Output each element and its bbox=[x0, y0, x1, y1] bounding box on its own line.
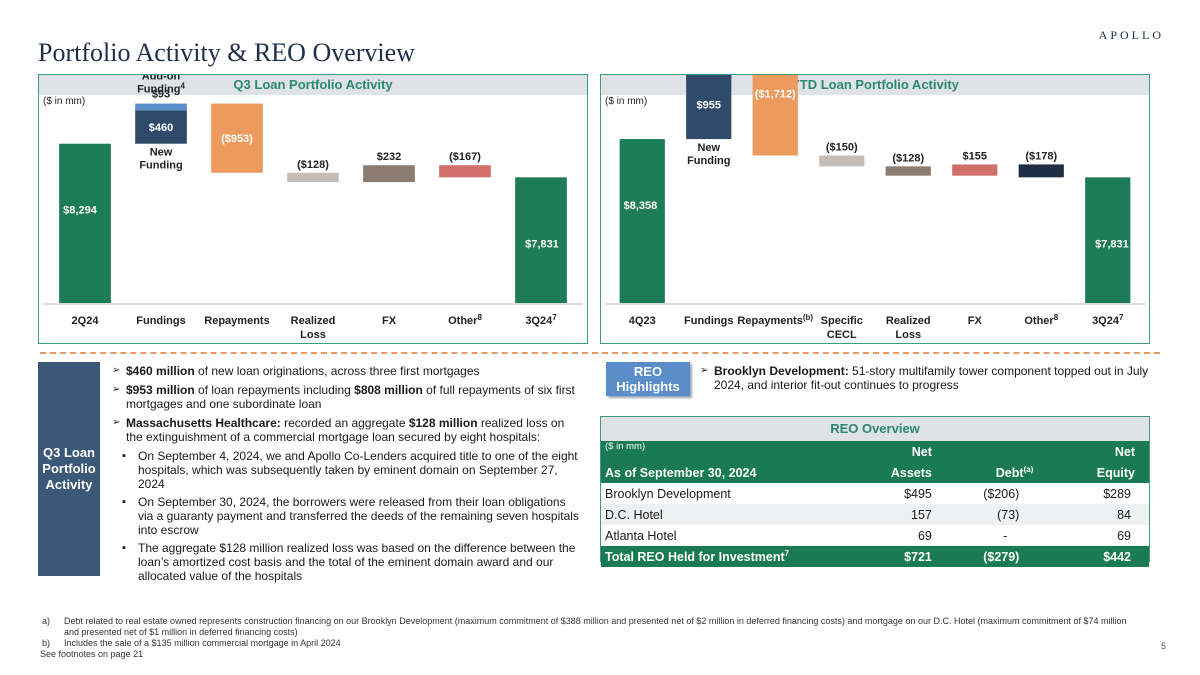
data-label: $232 bbox=[377, 151, 401, 163]
annotation-label: Funding bbox=[139, 160, 182, 172]
data-label: ($128) bbox=[297, 159, 329, 171]
q3-activity-bullets: $460 million of new loan originations, a… bbox=[112, 364, 584, 587]
table-row: Atlanta Hotel 69 - 69 bbox=[601, 525, 1149, 546]
x-tick-label: Loss bbox=[300, 329, 326, 341]
reo-overview-table: ($ in mm) Net Net As of September 30, 20… bbox=[601, 441, 1149, 567]
q3-chart-title: Q3 Loan Portfolio Activity bbox=[39, 75, 587, 95]
bar bbox=[287, 172, 339, 183]
footnotes: a) Debt related to real estate owned repr… bbox=[40, 616, 1140, 660]
x-tick-label: FX bbox=[382, 315, 397, 327]
bar bbox=[752, 75, 798, 156]
data-label: $93 bbox=[152, 89, 170, 101]
x-tick-label: Realized bbox=[291, 315, 336, 327]
bar bbox=[211, 103, 263, 173]
ytd-chart-title: YTD Loan Portfolio Activity bbox=[601, 75, 1149, 95]
unit-label: ($ in mm) bbox=[43, 96, 85, 107]
reo-overview-title: REO Overview bbox=[601, 417, 1149, 441]
annotation-label: Add-on bbox=[142, 75, 181, 82]
table-row: D.C. Hotel 157 (73) 84 bbox=[601, 504, 1149, 525]
bar bbox=[1018, 164, 1064, 178]
bar bbox=[363, 165, 415, 183]
bar bbox=[686, 75, 732, 140]
data-label: ($128) bbox=[892, 152, 924, 164]
ytd-chart-panel: YTD Loan Portfolio Activity ($ in mm) 4Q2… bbox=[600, 74, 1150, 344]
data-label: $7,831 bbox=[1095, 238, 1129, 250]
data-label: ($953) bbox=[221, 133, 253, 145]
x-tick-label: 4Q23 bbox=[629, 315, 656, 327]
x-tick-label: Other8 bbox=[1024, 313, 1058, 327]
bar bbox=[515, 177, 567, 303]
reo-overview-panel: REO Overview ($ in mm) Net Net As of Sep… bbox=[600, 416, 1150, 567]
x-tick-label: Fundings bbox=[684, 315, 734, 327]
table-total-row: Total REO Held for Investment7 $721 ($27… bbox=[601, 546, 1149, 567]
x-tick-label: 3Q247 bbox=[1092, 313, 1124, 327]
sub-bullet-title: On September 4, 2024, we and Apollo Co-L… bbox=[112, 449, 584, 491]
bar bbox=[439, 165, 491, 178]
data-label: ($167) bbox=[449, 151, 481, 163]
sub-bullet-release: On September 30, 2024, the borrowers wer… bbox=[112, 495, 584, 537]
x-tick-label: Repayments(b) bbox=[737, 313, 813, 327]
x-tick-label: CECL bbox=[827, 329, 857, 341]
q3-activity-label: Q3 Loan Portfolio Activity bbox=[38, 362, 100, 576]
x-tick-label: 2Q24 bbox=[72, 315, 100, 327]
bar bbox=[952, 164, 998, 176]
brand-logo: APOLLO bbox=[1098, 28, 1164, 42]
annotation-label: Funding4 bbox=[137, 81, 185, 95]
bullet-originations: $460 million of new loan originations, a… bbox=[112, 364, 584, 378]
data-label: $8,358 bbox=[624, 200, 658, 212]
reo-highlights-badge: REO Highlights bbox=[606, 362, 690, 396]
data-label: $460 bbox=[149, 122, 173, 134]
bar bbox=[59, 143, 111, 303]
side-label-line: Q3 Loan bbox=[42, 445, 95, 460]
data-label: $955 bbox=[697, 99, 721, 111]
side-label-line: Activity bbox=[45, 477, 93, 492]
annotation-label: New bbox=[150, 147, 173, 159]
data-label: ($178) bbox=[1025, 150, 1057, 162]
x-tick-label: Realized bbox=[886, 315, 931, 327]
x-tick-label: Specific bbox=[821, 315, 863, 327]
page-title: Portfolio Activity & REO Overview bbox=[38, 38, 415, 67]
bar bbox=[619, 139, 665, 303]
reo-highlight-text: Brooklyn Development: 51-story multifami… bbox=[700, 364, 1150, 392]
q3-chart-panel: Q3 Loan Portfolio Activity ($ in mm) 2Q24… bbox=[38, 74, 588, 344]
bar bbox=[885, 166, 931, 176]
x-tick-label: FX bbox=[968, 315, 983, 327]
bar bbox=[135, 103, 187, 111]
bar bbox=[819, 155, 865, 167]
sub-bullet-loss-basis: The aggregate $128 million realized loss… bbox=[112, 541, 584, 583]
table-header-row: ($ in mm) Net Net bbox=[601, 441, 1149, 462]
bullet-repayments: $953 million of loan repayments includin… bbox=[112, 383, 584, 411]
unit-label: ($ in mm) bbox=[605, 96, 647, 107]
annotation-label: Funding bbox=[687, 155, 730, 167]
data-label: ($1,712) bbox=[755, 88, 796, 100]
x-tick-label: Other8 bbox=[448, 313, 482, 327]
x-tick-label: Repayments bbox=[204, 315, 269, 327]
table-row: Brooklyn Development $495 ($206) $289 bbox=[601, 483, 1149, 504]
x-tick-label: 3Q247 bbox=[525, 313, 557, 327]
footnote-see: See footnotes on page 21 bbox=[40, 649, 144, 659]
page-number: 5 bbox=[1160, 641, 1166, 651]
footnote-a: a) Debt related to real estate owned repr… bbox=[42, 616, 1127, 637]
data-label: $155 bbox=[963, 150, 987, 162]
bar bbox=[1085, 177, 1131, 303]
footnote-b: b) Includes the sale of a $135 million co… bbox=[42, 638, 341, 648]
data-label: $7,831 bbox=[525, 238, 559, 250]
side-label-line: Portfolio bbox=[42, 461, 96, 476]
x-tick-label: Fundings bbox=[136, 315, 186, 327]
bullet-massachusetts: Massachusetts Healthcare: recorded an ag… bbox=[112, 416, 584, 444]
data-label: $8,294 bbox=[63, 205, 98, 217]
section-divider bbox=[40, 352, 1160, 354]
q3-waterfall-chart: ($ in mm) 2Q24 Fundings Repayments Realized L… bbox=[43, 75, 583, 341]
table-header-row: As of September 30, 2024 Assets Debt(a) … bbox=[601, 462, 1149, 483]
ytd-waterfall-chart: ($ in mm) 4Q23 Fundings Repayments(b) Specif… bbox=[605, 75, 1145, 341]
x-tick-label: Loss bbox=[895, 329, 921, 341]
annotation-label: New bbox=[697, 142, 720, 154]
bar bbox=[135, 110, 187, 144]
data-label: ($150) bbox=[826, 141, 858, 153]
